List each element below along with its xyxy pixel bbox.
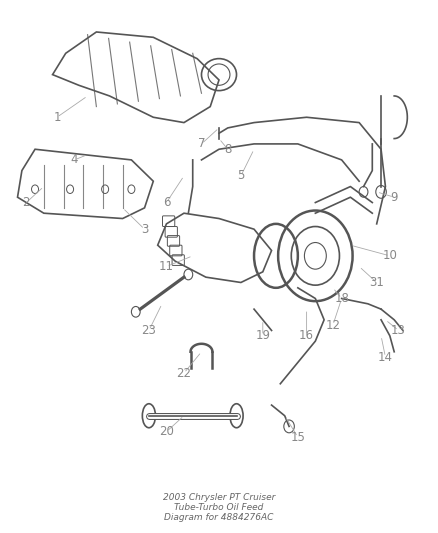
Text: 12: 12 <box>325 319 340 332</box>
Text: 18: 18 <box>334 292 349 305</box>
Text: 7: 7 <box>198 138 205 150</box>
Text: 22: 22 <box>177 367 191 379</box>
Text: 3: 3 <box>141 223 148 236</box>
Text: 2003 Chrysler PT Cruiser
Tube-Turbo Oil Feed
Diagram for 4884276AC: 2003 Chrysler PT Cruiser Tube-Turbo Oil … <box>163 492 275 522</box>
Text: 6: 6 <box>162 196 170 209</box>
Text: 15: 15 <box>290 431 305 443</box>
Text: 9: 9 <box>390 191 398 204</box>
Text: 13: 13 <box>391 324 406 337</box>
Text: 4: 4 <box>71 154 78 166</box>
Text: 23: 23 <box>141 324 156 337</box>
Text: 19: 19 <box>255 329 270 342</box>
Text: 31: 31 <box>369 276 384 289</box>
Text: 11: 11 <box>159 260 174 273</box>
Text: 10: 10 <box>382 249 397 262</box>
Text: 16: 16 <box>299 329 314 342</box>
Text: 5: 5 <box>237 169 244 182</box>
Text: 8: 8 <box>224 143 231 156</box>
Text: 14: 14 <box>378 351 393 364</box>
Text: 1: 1 <box>53 111 61 124</box>
Text: 2: 2 <box>22 196 30 209</box>
Text: 20: 20 <box>159 425 174 438</box>
